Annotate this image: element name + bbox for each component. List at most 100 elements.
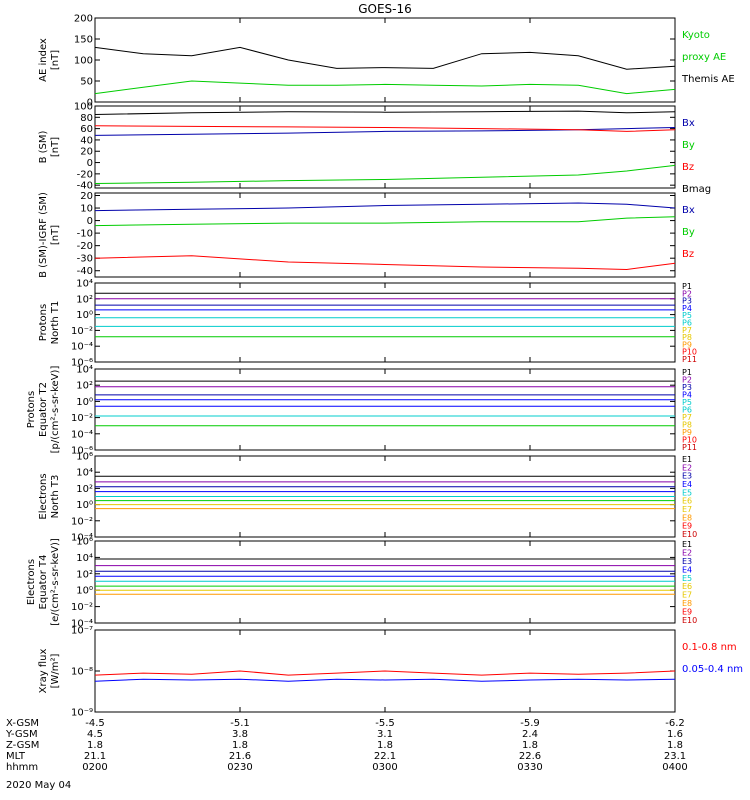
footer-tick-value: 0230 xyxy=(227,762,252,773)
legend-label: E8 xyxy=(682,513,692,522)
panel-frame xyxy=(94,17,676,103)
y-tick-label: 50 xyxy=(80,77,93,88)
footer-tick-value: 1.8 xyxy=(232,740,248,751)
y-tick-label: 10⁰ xyxy=(76,586,93,597)
y-tick-label: 40 xyxy=(80,135,93,146)
legend-label: P1 xyxy=(682,368,692,377)
y-axis-label: [nT] xyxy=(50,50,61,70)
legend-label: proxy AE xyxy=(682,52,726,63)
y-axis-label: North T3 xyxy=(50,475,61,519)
y-tick-label: 0 xyxy=(87,158,93,169)
legend-label: E4 xyxy=(682,565,692,574)
footer-tick-value: 2.4 xyxy=(522,729,538,740)
series-line-kyoto-proxy-ae xyxy=(94,80,676,95)
y-tick-label: 10⁻⁶ xyxy=(71,446,93,457)
footer-tick-value: 21.1 xyxy=(84,751,106,762)
legend-label: P4 xyxy=(682,304,692,313)
legend-label: P4 xyxy=(682,391,692,400)
legend-label: Themis AE xyxy=(681,74,735,85)
y-tick-label: 0 xyxy=(87,216,93,227)
y-axis-label: [nT] xyxy=(50,225,61,245)
legend-label: E10 xyxy=(682,530,697,539)
series-line-themis-ae xyxy=(94,46,676,70)
y-tick-label: 0 xyxy=(87,98,93,109)
series-line-bx xyxy=(94,202,676,212)
panel-pn: 10⁻⁶ 10⁻⁴ 10⁻² 10⁰ 10² 10⁴ Protons North T1 P1P2… xyxy=(38,279,697,369)
legend-label: Bx xyxy=(682,118,695,129)
y-tick-label: -20 xyxy=(77,241,93,252)
footer-tick-value: -5.9 xyxy=(520,718,540,729)
y-tick-label: 150 xyxy=(74,35,93,46)
footer-row-label: Y-GSM xyxy=(5,729,38,740)
legend-label: E1 xyxy=(682,455,692,464)
y-tick-label: 10⁶ xyxy=(76,537,93,548)
legend-label: 0.1-0.8 nm xyxy=(682,642,737,653)
y-tick-label: 10⁻⁸ xyxy=(71,667,93,678)
y-tick-label: 10⁻⁴ xyxy=(71,533,93,544)
legend-label: By xyxy=(682,140,695,151)
y-axis-label: Electrons xyxy=(26,559,37,605)
y-axis-label: Protons xyxy=(26,391,37,428)
y-tick-label: 10² xyxy=(76,484,93,495)
footer-row-label: Z-GSM xyxy=(6,740,39,751)
footer-tick-value: 0300 xyxy=(372,762,397,773)
series-line-0-1-0-8-nm xyxy=(94,670,676,676)
y-tick-label: 100 xyxy=(74,56,93,67)
footer-row-label: MLT xyxy=(6,751,26,762)
footer-tick-value: 1.6 xyxy=(667,729,683,740)
legend-label: By xyxy=(682,227,695,238)
legend-label: P11 xyxy=(682,355,697,364)
y-axis-label: [W/m²] xyxy=(50,653,61,688)
panel-bigrf: -40-30 -20-10 010 20 B (SM)-IGRF (SM) [nT] Bx B… xyxy=(38,191,695,278)
footer-tick-value: 3.8 xyxy=(232,729,248,740)
y-tick-label: 10⁴ xyxy=(76,365,93,376)
y-tick-label: 200 xyxy=(74,14,93,25)
legend-label: P7 xyxy=(682,413,692,422)
y-tick-label: 10² xyxy=(76,569,93,580)
footer-tick-value: -5.5 xyxy=(375,718,395,729)
y-tick-label: 10⁶ xyxy=(76,452,93,463)
panel-ae: 0 50 100 150 200 AE index [nT] Kyoto proxy AE The… xyxy=(38,14,735,109)
series-line-0-05-0-4-nm xyxy=(94,678,676,682)
y-tick-label: -30 xyxy=(77,254,93,265)
y-tick-label: -20 xyxy=(77,169,93,180)
legend-label: P2 xyxy=(682,289,692,298)
legend-label: E2 xyxy=(682,463,692,472)
legend-label: P6 xyxy=(682,406,692,415)
panel-xray: 10⁻⁹ 10⁻⁸ 10⁻⁷ Xray flux [W/m²] 0.1-0.8 nm 0.0… xyxy=(38,626,743,719)
legend-label: P8 xyxy=(682,421,692,430)
legend-label: E9 xyxy=(682,522,692,531)
legend-label: P3 xyxy=(682,383,692,392)
plot-title: GOES-16 xyxy=(358,2,412,16)
y-tick-label: 10⁴ xyxy=(76,279,93,290)
y-tick-label: 10⁻² xyxy=(71,326,93,337)
footer-tick-value: 0330 xyxy=(517,762,542,773)
legend-label: E3 xyxy=(682,472,692,481)
y-axis-label: Equator T2 xyxy=(38,382,49,437)
legend-label: P10 xyxy=(682,348,697,357)
footer-tick-value: 3.1 xyxy=(377,729,393,740)
legend-label: E5 xyxy=(682,574,692,583)
y-axis-label: Protons xyxy=(38,304,49,341)
legend-label: Bz xyxy=(682,249,694,260)
footer-tick-value: 4.5 xyxy=(87,729,103,740)
legend-label: P10 xyxy=(682,436,697,445)
legend-label: Kyoto xyxy=(682,30,710,41)
legend-label: P6 xyxy=(682,319,692,328)
footer-tick-value: 22.6 xyxy=(519,751,541,762)
y-tick-label: 10⁻⁷ xyxy=(71,626,93,637)
legend-label: E5 xyxy=(682,488,692,497)
panel-frame xyxy=(94,105,676,189)
footer-tick-value: 21.6 xyxy=(229,751,251,762)
y-tick-label: 10⁻⁴ xyxy=(71,342,93,353)
legend-label: P2 xyxy=(682,376,692,385)
y-tick-label: 10 xyxy=(80,204,93,215)
footer-tick-value: -6.2 xyxy=(665,718,685,729)
y-axis-label: Xray flux xyxy=(38,649,49,694)
y-axis-label: [e/(cm²-s-sr-keV)] xyxy=(50,538,61,626)
legend-label: Bz xyxy=(682,162,694,173)
y-tick-label: 20 xyxy=(80,147,93,158)
